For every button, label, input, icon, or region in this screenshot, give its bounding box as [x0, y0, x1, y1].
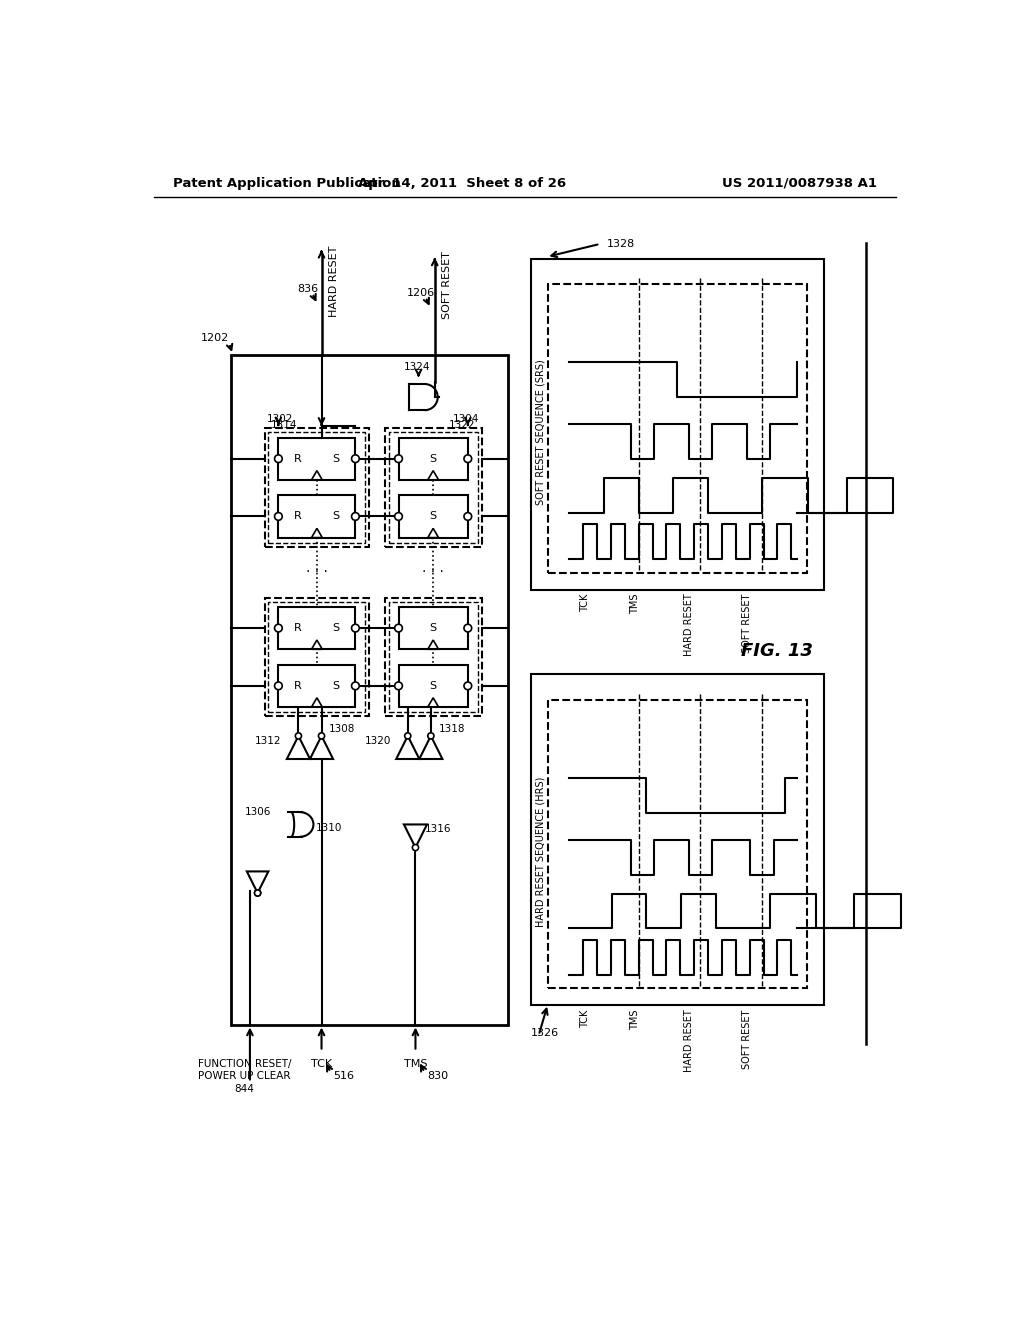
Text: 1206: 1206	[407, 288, 435, 298]
Text: 1320: 1320	[365, 735, 391, 746]
Text: 516: 516	[333, 1071, 354, 1081]
Circle shape	[274, 512, 283, 520]
Text: S: S	[333, 623, 340, 634]
Bar	[268, 432, 366, 543]
Circle shape	[255, 890, 261, 896]
Text: Patent Application Publication: Patent Application Publication	[173, 177, 400, 190]
Bar	[279, 495, 355, 537]
Text: S: S	[333, 454, 340, 463]
Text: 1328: 1328	[606, 239, 635, 249]
Bar	[398, 437, 468, 480]
Text: TMS: TMS	[403, 1059, 427, 1069]
Text: R: R	[294, 681, 301, 690]
Text: 1314: 1314	[270, 420, 297, 430]
Text: 836: 836	[297, 284, 318, 294]
Text: SOFT RESET: SOFT RESET	[741, 1010, 752, 1069]
Text: 1326: 1326	[531, 1028, 559, 1039]
Text: HARD RESET: HARD RESET	[684, 594, 694, 656]
Text: 1202: 1202	[201, 333, 229, 343]
Text: R: R	[294, 511, 301, 521]
Text: FIG. 13: FIG. 13	[741, 643, 813, 660]
Text: S: S	[333, 681, 340, 690]
Bar	[388, 432, 478, 543]
Circle shape	[394, 624, 402, 632]
Text: TCK: TCK	[580, 594, 590, 612]
Circle shape	[394, 455, 402, 462]
Bar	[548, 700, 807, 989]
Bar	[279, 437, 355, 480]
Circle shape	[351, 455, 359, 462]
Bar	[388, 602, 478, 713]
Bar	[398, 495, 468, 537]
Text: SOFT RESET: SOFT RESET	[741, 594, 752, 653]
Text: FUNCTION RESET/: FUNCTION RESET/	[198, 1059, 291, 1069]
Text: S: S	[333, 511, 340, 521]
Bar	[531, 675, 823, 1006]
Bar	[230, 355, 508, 1024]
Bar	[279, 607, 355, 649]
Text: 1302: 1302	[267, 414, 293, 424]
Text: 830: 830	[427, 1071, 449, 1081]
Circle shape	[318, 733, 325, 739]
Circle shape	[274, 455, 283, 462]
Text: S: S	[430, 454, 436, 463]
Circle shape	[255, 890, 261, 896]
Text: · · ·: · · ·	[306, 565, 328, 579]
Circle shape	[394, 682, 402, 690]
Text: 1306: 1306	[245, 808, 270, 817]
Text: S: S	[430, 511, 436, 521]
Text: HARD RESET: HARD RESET	[330, 246, 339, 317]
Circle shape	[351, 512, 359, 520]
Text: 1316: 1316	[425, 824, 452, 834]
Circle shape	[274, 624, 283, 632]
Circle shape	[295, 733, 301, 739]
Text: SOFT RESET: SOFT RESET	[442, 252, 453, 319]
Text: 1312: 1312	[255, 735, 282, 746]
Text: Apr. 14, 2011  Sheet 8 of 26: Apr. 14, 2011 Sheet 8 of 26	[357, 177, 565, 190]
Text: HARD RESET SEQUENCE (HRS): HARD RESET SEQUENCE (HRS)	[536, 776, 546, 927]
Bar	[279, 665, 355, 708]
Text: R: R	[294, 454, 301, 463]
Text: SOFT RESET SEQUENCE (SRS): SOFT RESET SEQUENCE (SRS)	[536, 359, 546, 504]
Text: 844: 844	[234, 1084, 254, 1094]
Text: TMS: TMS	[630, 1010, 640, 1030]
Text: 1318: 1318	[438, 725, 465, 734]
Text: 1322: 1322	[449, 420, 475, 430]
Text: 1324: 1324	[403, 362, 430, 372]
Circle shape	[464, 455, 472, 462]
Circle shape	[404, 733, 411, 739]
Circle shape	[274, 682, 283, 690]
Text: US 2011/0087938 A1: US 2011/0087938 A1	[723, 177, 878, 190]
Circle shape	[351, 682, 359, 690]
Text: POWER UP CLEAR: POWER UP CLEAR	[199, 1071, 291, 1081]
Bar	[398, 607, 468, 649]
Text: 1308: 1308	[330, 725, 355, 734]
Bar	[398, 665, 468, 708]
Text: · · ·: · · ·	[422, 565, 444, 579]
Bar	[264, 598, 370, 717]
Text: S: S	[430, 681, 436, 690]
Circle shape	[464, 512, 472, 520]
Bar	[385, 598, 481, 717]
Circle shape	[464, 624, 472, 632]
Text: 1310: 1310	[315, 822, 342, 833]
Text: TMS: TMS	[630, 594, 640, 614]
Circle shape	[413, 845, 419, 850]
Circle shape	[464, 682, 472, 690]
Text: S: S	[430, 623, 436, 634]
Text: HARD RESET: HARD RESET	[684, 1010, 694, 1072]
Bar	[268, 602, 366, 713]
Bar	[548, 284, 807, 573]
Circle shape	[428, 733, 434, 739]
Text: 1304: 1304	[453, 414, 479, 424]
Circle shape	[351, 624, 359, 632]
Bar	[385, 428, 481, 546]
Text: R: R	[294, 623, 301, 634]
Bar	[264, 428, 370, 546]
Bar	[531, 259, 823, 590]
Text: TCK: TCK	[580, 1010, 590, 1028]
Text: TCK: TCK	[311, 1059, 332, 1069]
Circle shape	[394, 512, 402, 520]
